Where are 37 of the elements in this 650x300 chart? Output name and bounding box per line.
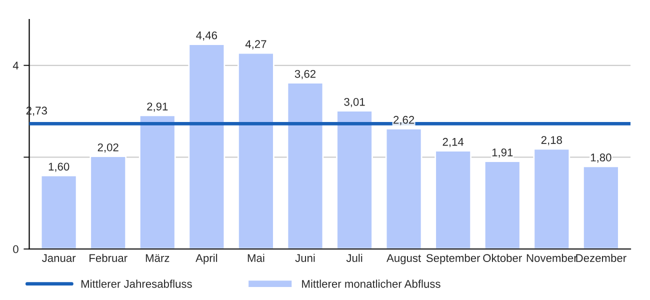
x-tick-label: Dezember <box>576 254 626 262</box>
bar <box>286 82 324 249</box>
x-tick-label: Mai <box>248 254 264 262</box>
bar <box>434 150 472 249</box>
legend-label: Mittlerer monatlicher Abfluss <box>302 280 440 288</box>
bar <box>138 114 176 249</box>
x-tick-label: Oktober <box>483 254 522 262</box>
data-label: 1,60 <box>48 162 70 172</box>
data-label: 2,62 <box>394 116 414 126</box>
x-tick-label: Februar <box>90 254 128 262</box>
y-tick-label: 0 <box>13 245 18 254</box>
bar <box>533 148 570 249</box>
bar <box>238 52 274 249</box>
x-tick-label: April <box>196 254 218 264</box>
data-label: 3,62 <box>294 70 316 80</box>
data-label: 4,27 <box>245 40 266 50</box>
data-label: 4,46 <box>196 31 217 41</box>
x-tick-label: Juni <box>295 254 315 262</box>
x-tick-label: März <box>146 254 170 262</box>
x-tick-label: August <box>386 254 422 264</box>
data-label: 2,18 <box>541 136 562 146</box>
data-label: 2,14 <box>442 138 464 148</box>
x-tick-label: Juli <box>346 254 362 262</box>
y-tick-label: 4 <box>12 62 19 70</box>
data-label: 1,91 <box>492 148 513 158</box>
bar <box>90 156 127 249</box>
data-label: 2,02 <box>98 143 118 153</box>
bar <box>40 174 78 249</box>
x-tick-label: Januar <box>42 254 76 262</box>
data-label: 1,80 <box>590 154 612 163</box>
bar <box>336 110 373 249</box>
data-label: 3,01 <box>344 98 365 108</box>
x-tick-label: September <box>426 254 480 264</box>
data-label: 2,91 <box>147 102 168 112</box>
x-tick-label: November <box>526 254 578 262</box>
bar <box>188 44 226 249</box>
legend-label: Mittlerer Jahresabfluss <box>81 280 192 288</box>
